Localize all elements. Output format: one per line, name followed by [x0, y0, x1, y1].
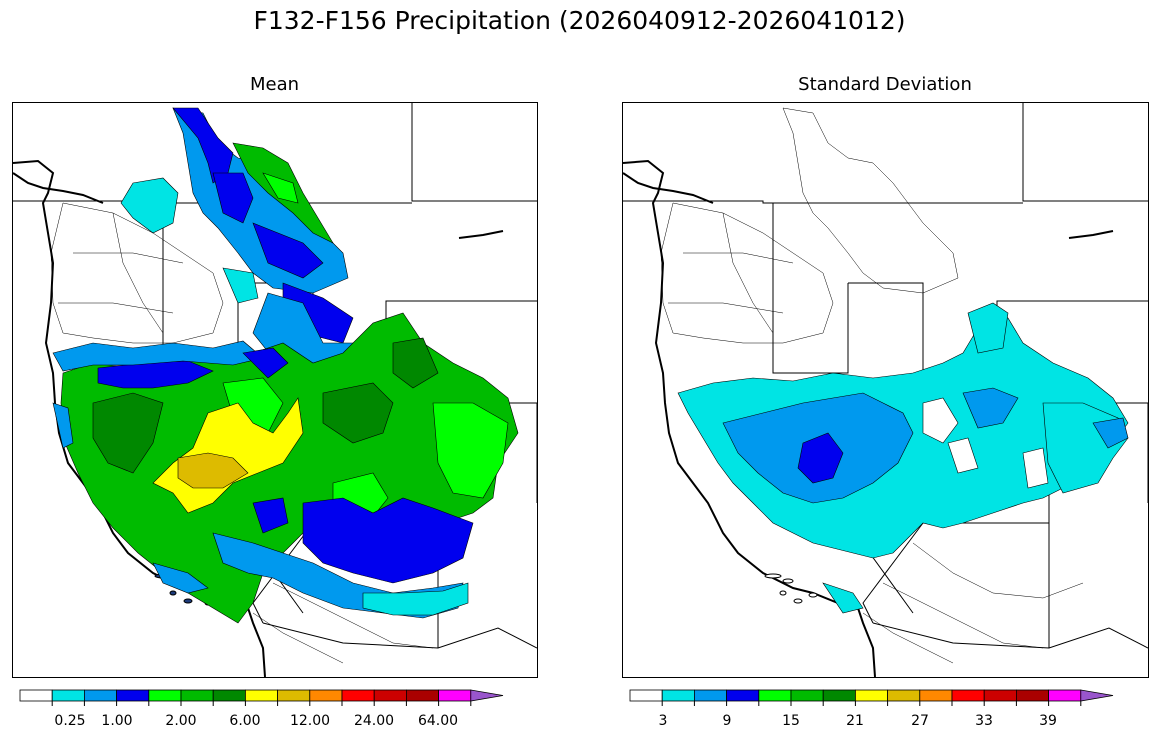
colorbar-stddev-swatch-13 [1048, 689, 1082, 702]
colorbar-stddev-tick-4: 27 [911, 713, 929, 729]
panel-title-mean: Mean [249, 74, 300, 95]
precip-stddev-regions [677, 302, 1129, 614]
colorbar-mean-tick-6: 64.00 [418, 713, 458, 729]
colorbar-stddev-swatch-1 [661, 689, 695, 702]
map-stddev-canvas [623, 103, 1148, 677]
colorbar-mean-swatch-5 [180, 689, 214, 702]
colorbar-stddev-swatch-9 [919, 689, 953, 702]
lake [1068, 230, 1114, 239]
precip-mean-regions [52, 107, 519, 624]
colorbar-stddev-swatch-0 [629, 689, 663, 702]
colorbar-stddev-svg: 3 9 15 21 27 33 39 [629, 689, 1114, 729]
colorbar-mean-swatch-9 [309, 689, 343, 702]
colorbar-stddev-swatch-12 [1015, 689, 1049, 702]
colorbar-stddev-swatches [629, 689, 1114, 702]
basin-outlines [50, 202, 434, 664]
colorbar-stddev-tick-3: 21 [846, 713, 864, 729]
colorbar-mean-swatch-4 [148, 689, 182, 702]
colorbar-mean-swatch-12 [405, 689, 439, 702]
figure-title: F132-F156 Precipitation (2026040912-2026… [253, 6, 906, 35]
panel-title-stddev: Standard Deviation [798, 74, 972, 95]
canada-coast [623, 172, 714, 204]
colorbar-stddev-swatch-11 [983, 689, 1017, 702]
lake [458, 230, 504, 239]
colorbar-mean-ticks [51, 701, 472, 706]
colorbar-mean-swatch-10 [341, 689, 375, 702]
map-stddev [622, 102, 1149, 678]
colorbar-mean-tick-1: 1.00 [101, 713, 132, 729]
colorbar-mean-swatches [19, 689, 504, 702]
colorbar-stddev-tick-2: 15 [782, 713, 800, 729]
colorbar-stddev-swatch-7 [854, 689, 888, 702]
colorbar-mean-swatch-14 [470, 689, 504, 702]
basin-outlines [660, 107, 1084, 664]
colorbar-mean-swatch-11 [373, 689, 407, 702]
colorbar-mean-tick-0: 0.25 [54, 713, 85, 729]
colorbar-stddev-swatch-14 [1080, 689, 1114, 702]
colorbar-stddev: 3 9 15 21 27 33 39 [629, 688, 1140, 733]
colorbar-mean-svg: 0.25 1.00 2.00 6.00 12.00 24.00 64.00 [19, 689, 504, 729]
colorbar-mean-swatch-3 [116, 689, 150, 702]
colorbar-mean-swatch-7 [244, 689, 278, 702]
channel-islands [764, 573, 818, 604]
colorbar-mean-swatch-6 [212, 689, 246, 702]
colorbar-stddev-swatch-2 [694, 689, 728, 702]
colorbar-stddev-tick-1: 9 [723, 713, 732, 729]
colorbar-mean-swatch-1 [51, 689, 85, 702]
colorbar-stddev-tick-0: 3 [659, 713, 668, 729]
colorbar-mean-swatch-2 [84, 689, 118, 702]
colorbar-stddev-swatch-8 [887, 689, 921, 702]
colorbar-stddev-tick-5: 33 [975, 713, 993, 729]
colorbar-stddev-ticks [661, 701, 1082, 706]
colorbar-mean-tick-2: 2.00 [165, 713, 196, 729]
colorbar-stddev-swatch-3 [726, 689, 760, 702]
colorbar-mean-swatch-8 [277, 689, 311, 702]
colorbar-mean-swatch-0 [19, 689, 53, 702]
colorbar-stddev-swatch-5 [790, 689, 824, 702]
colorbar-mean-tick-5: 24.00 [354, 713, 394, 729]
colorbar-mean-swatch-13 [438, 689, 472, 702]
canada-coast [13, 172, 104, 204]
map-mean-canvas [13, 103, 537, 677]
colorbar-stddev-swatch-4 [758, 689, 792, 702]
colorbar-stddev-tick-6: 39 [1039, 713, 1057, 729]
colorbar-stddev-swatch-10 [951, 689, 985, 702]
map-mean [12, 102, 538, 678]
colorbar-mean-tick-3: 6.00 [229, 713, 260, 729]
colorbar-mean: 0.25 1.00 2.00 6.00 12.00 24.00 64.00 [19, 688, 530, 733]
colorbar-stddev-swatch-6 [822, 689, 856, 702]
colorbar-mean-tick-4: 12.00 [290, 713, 330, 729]
